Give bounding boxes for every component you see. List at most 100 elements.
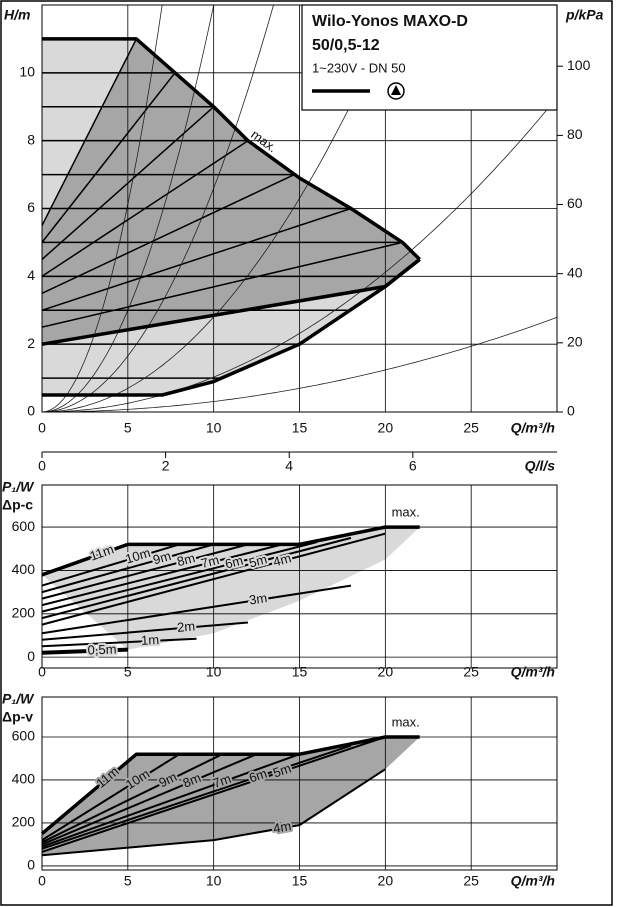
x-tick-label: 25 bbox=[463, 420, 479, 436]
x-axis-label: Q/m³/h bbox=[511, 420, 555, 436]
series-line bbox=[41, 532, 386, 626]
y2-axis-label: p/kPa bbox=[565, 7, 604, 23]
y-tick-label: 200 bbox=[12, 604, 36, 620]
y2-tick-label: 20 bbox=[567, 334, 583, 350]
series-line bbox=[41, 647, 128, 655]
series-label: 4m bbox=[271, 550, 292, 569]
series-line bbox=[41, 753, 138, 835]
y2-tick-label: 80 bbox=[567, 126, 583, 142]
series-line bbox=[41, 258, 421, 346]
y-tick-label: 200 bbox=[12, 814, 36, 830]
y-axis-label: P₁/W bbox=[2, 691, 35, 707]
x-tick-label: 5 bbox=[124, 664, 132, 680]
region-fill bbox=[42, 38, 420, 345]
x-tick-label: 25 bbox=[463, 873, 479, 889]
x-tick-label: 20 bbox=[378, 664, 394, 680]
series-label: 8m bbox=[175, 550, 196, 569]
dpv-line bbox=[42, 72, 176, 243]
x-tick-label: 20 bbox=[378, 420, 394, 436]
x-tick-label: 25 bbox=[463, 664, 479, 680]
y-tick-label: 600 bbox=[12, 728, 36, 744]
x2-tick-label: 2 bbox=[162, 458, 170, 474]
series-label: 3m bbox=[248, 590, 268, 608]
region-fill bbox=[42, 737, 420, 856]
series-line bbox=[41, 543, 283, 607]
legend-subtitle: 50/0,5-12 bbox=[312, 37, 380, 54]
y-tick-label: 400 bbox=[12, 771, 36, 787]
pump-symbol-arrow bbox=[391, 85, 401, 95]
x-tick-label: 15 bbox=[292, 873, 308, 889]
series-label: 2m bbox=[176, 618, 195, 634]
mode-label: Δp-v bbox=[2, 709, 33, 725]
x-axis-label: Q/m³/h bbox=[511, 664, 555, 680]
y2-tick-label: 60 bbox=[567, 195, 583, 211]
y-axis-label: H/m bbox=[4, 7, 30, 23]
x-tick-label: 0 bbox=[38, 420, 46, 436]
y-tick-label: 600 bbox=[12, 518, 36, 534]
mode-label: Δp-c bbox=[2, 497, 33, 513]
series-line bbox=[41, 543, 129, 576]
y-tick-label: 6 bbox=[27, 199, 35, 215]
x-tick-label: 10 bbox=[206, 664, 222, 680]
series-line bbox=[41, 543, 249, 600]
dpv-line bbox=[42, 38, 138, 226]
x2-tick-label: 6 bbox=[409, 458, 417, 474]
x-tick-label: 15 bbox=[292, 664, 308, 680]
x-tick-label: 5 bbox=[124, 873, 132, 889]
y-tick-label: 0 bbox=[27, 648, 35, 664]
y-tick-label: 8 bbox=[27, 131, 35, 147]
x-tick-label: 0 bbox=[38, 664, 46, 680]
series-label: 7m bbox=[199, 552, 220, 571]
x-tick-label: 10 bbox=[206, 873, 222, 889]
series-line bbox=[41, 621, 249, 641]
y2-tick-label: 0 bbox=[567, 403, 575, 419]
series-line bbox=[41, 744, 352, 850]
x2-axis-label: Q/l/s bbox=[525, 458, 556, 474]
series-line bbox=[41, 543, 180, 587]
series-line bbox=[41, 637, 197, 648]
series-label: max. bbox=[392, 714, 420, 729]
series-line bbox=[41, 753, 223, 844]
series-line bbox=[41, 753, 300, 848]
x-tick-label: 20 bbox=[378, 873, 394, 889]
y-tick-label: 4 bbox=[27, 267, 35, 283]
legend-title: Wilo-Yonos MAXO-D bbox=[312, 13, 468, 30]
series-line bbox=[41, 584, 352, 635]
legend-note: 1~230V - DN 50 bbox=[312, 60, 406, 75]
series-label: 0,5m bbox=[87, 641, 116, 657]
x2-tick-label: 4 bbox=[285, 458, 293, 474]
x-axis-label: Q/m³/h bbox=[511, 873, 555, 889]
x-tick-label: 5 bbox=[124, 420, 132, 436]
y2-tick-label: 100 bbox=[567, 57, 591, 73]
series-label: 9m bbox=[151, 548, 172, 567]
y-tick-label: 10 bbox=[19, 64, 35, 80]
dpv-line bbox=[42, 173, 295, 294]
series-line bbox=[41, 736, 386, 853]
y-tick-label: 0 bbox=[27, 403, 35, 419]
series-line bbox=[41, 753, 180, 841]
series-line bbox=[41, 536, 352, 620]
series-label: 5m bbox=[247, 551, 268, 570]
series-line bbox=[41, 768, 386, 857]
x-tick-label: 0 bbox=[38, 873, 46, 889]
y-axis-label: P₁/W bbox=[2, 479, 35, 495]
series-label: max. bbox=[392, 505, 420, 520]
dpv-line bbox=[42, 241, 403, 328]
y-tick-label: 400 bbox=[12, 561, 36, 577]
series-line bbox=[41, 543, 214, 594]
y-tick-label: 0 bbox=[27, 857, 35, 873]
series-label: 4m bbox=[272, 818, 292, 836]
series-line bbox=[41, 753, 257, 846]
x2-tick-label: 0 bbox=[38, 458, 46, 474]
series-line bbox=[41, 541, 317, 613]
x-tick-label: 10 bbox=[206, 420, 222, 436]
series-label: 6m bbox=[223, 553, 244, 572]
x-tick-label: 15 bbox=[292, 420, 308, 436]
series-label: 1m bbox=[141, 632, 160, 648]
series-line bbox=[42, 37, 421, 261]
plot-area bbox=[42, 737, 420, 856]
y2-tick-label: 40 bbox=[567, 264, 583, 280]
y-tick-label: 2 bbox=[27, 335, 35, 351]
